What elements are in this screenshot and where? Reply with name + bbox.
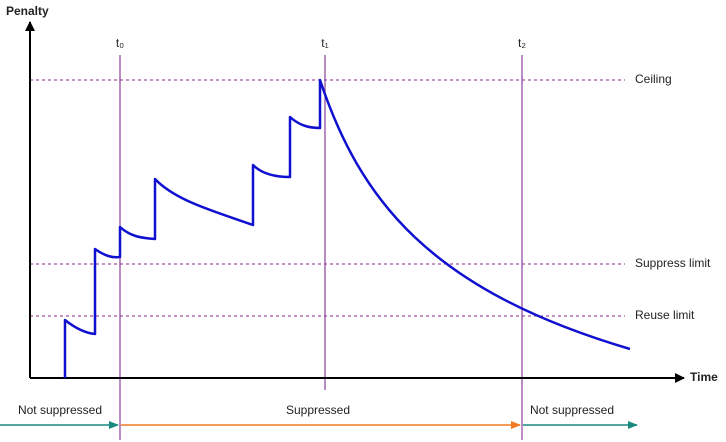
time-label: t₂ [518, 36, 526, 50]
phase-label: Suppressed [286, 403, 350, 417]
threshold-label: Suppress limit [635, 256, 711, 270]
time-label: t₁ [321, 36, 328, 50]
y-axis-label: Penalty [6, 4, 49, 18]
time-label: t₀ [116, 36, 124, 50]
x-axis-label: Time [690, 370, 718, 384]
threshold-label: Reuse limit [635, 308, 695, 322]
penalty-curve [63, 78, 631, 378]
phase-label: Not suppressed [530, 403, 614, 417]
phase-label: Not suppressed [18, 403, 102, 417]
threshold-label: Ceiling [635, 72, 672, 86]
